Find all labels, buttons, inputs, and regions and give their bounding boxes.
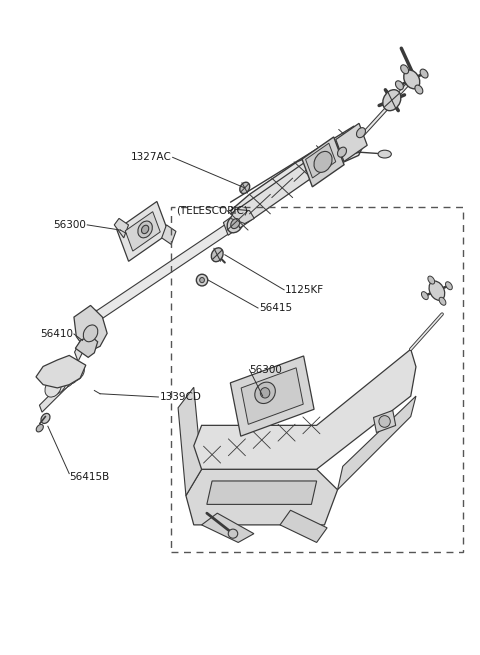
Polygon shape	[230, 356, 314, 436]
Ellipse shape	[68, 362, 84, 381]
Polygon shape	[202, 513, 254, 542]
Ellipse shape	[84, 325, 98, 342]
Polygon shape	[234, 180, 289, 227]
Polygon shape	[74, 310, 99, 362]
Ellipse shape	[54, 372, 71, 390]
Text: 1339CD: 1339CD	[159, 392, 201, 402]
Polygon shape	[207, 481, 317, 504]
Polygon shape	[39, 379, 68, 412]
Ellipse shape	[211, 248, 223, 262]
Ellipse shape	[401, 65, 408, 74]
Polygon shape	[306, 143, 336, 178]
Ellipse shape	[231, 219, 240, 229]
Polygon shape	[178, 387, 202, 496]
Polygon shape	[280, 510, 327, 542]
Ellipse shape	[337, 147, 347, 157]
Ellipse shape	[379, 416, 390, 427]
Ellipse shape	[196, 274, 208, 286]
Ellipse shape	[138, 221, 152, 238]
Polygon shape	[234, 141, 341, 228]
Polygon shape	[230, 210, 254, 223]
Ellipse shape	[41, 413, 50, 423]
Polygon shape	[349, 133, 366, 149]
Text: 1125KF: 1125KF	[285, 285, 324, 295]
Ellipse shape	[36, 424, 43, 432]
Ellipse shape	[227, 214, 243, 233]
Ellipse shape	[439, 297, 446, 305]
Polygon shape	[336, 123, 367, 162]
Ellipse shape	[63, 365, 80, 384]
Polygon shape	[230, 139, 363, 225]
Polygon shape	[96, 219, 237, 320]
Ellipse shape	[420, 69, 428, 78]
Text: 1327AC: 1327AC	[131, 153, 171, 162]
Polygon shape	[223, 210, 247, 235]
Ellipse shape	[255, 382, 276, 403]
Polygon shape	[373, 411, 396, 432]
Ellipse shape	[49, 375, 66, 394]
Polygon shape	[75, 337, 97, 358]
Polygon shape	[194, 349, 416, 469]
Polygon shape	[114, 218, 129, 238]
Bar	[171, 208, 463, 552]
Ellipse shape	[396, 81, 403, 90]
Ellipse shape	[240, 182, 250, 193]
Ellipse shape	[357, 128, 365, 138]
Ellipse shape	[59, 369, 75, 387]
Text: 56300: 56300	[53, 220, 86, 230]
Ellipse shape	[445, 282, 452, 290]
Text: 56415B: 56415B	[69, 472, 109, 482]
Ellipse shape	[228, 529, 238, 538]
Ellipse shape	[378, 150, 391, 158]
Ellipse shape	[383, 90, 401, 111]
Ellipse shape	[314, 151, 332, 172]
Ellipse shape	[260, 388, 270, 398]
Text: (TELESCOPIC): (TELESCOPIC)	[176, 206, 248, 215]
Polygon shape	[186, 469, 337, 525]
Ellipse shape	[428, 276, 435, 284]
Ellipse shape	[200, 278, 204, 283]
Polygon shape	[117, 202, 169, 261]
Text: 56415: 56415	[259, 303, 292, 313]
Polygon shape	[74, 305, 107, 350]
Ellipse shape	[429, 281, 445, 300]
Text: 56410: 56410	[40, 329, 73, 339]
Polygon shape	[302, 137, 344, 187]
Ellipse shape	[404, 70, 420, 89]
Polygon shape	[241, 368, 303, 424]
Polygon shape	[337, 396, 416, 490]
Ellipse shape	[45, 379, 61, 397]
Polygon shape	[36, 356, 86, 388]
Ellipse shape	[421, 291, 428, 299]
Ellipse shape	[415, 85, 423, 94]
Polygon shape	[125, 212, 160, 251]
Text: 56300: 56300	[250, 365, 282, 375]
Polygon shape	[162, 225, 176, 244]
Ellipse shape	[142, 225, 149, 234]
